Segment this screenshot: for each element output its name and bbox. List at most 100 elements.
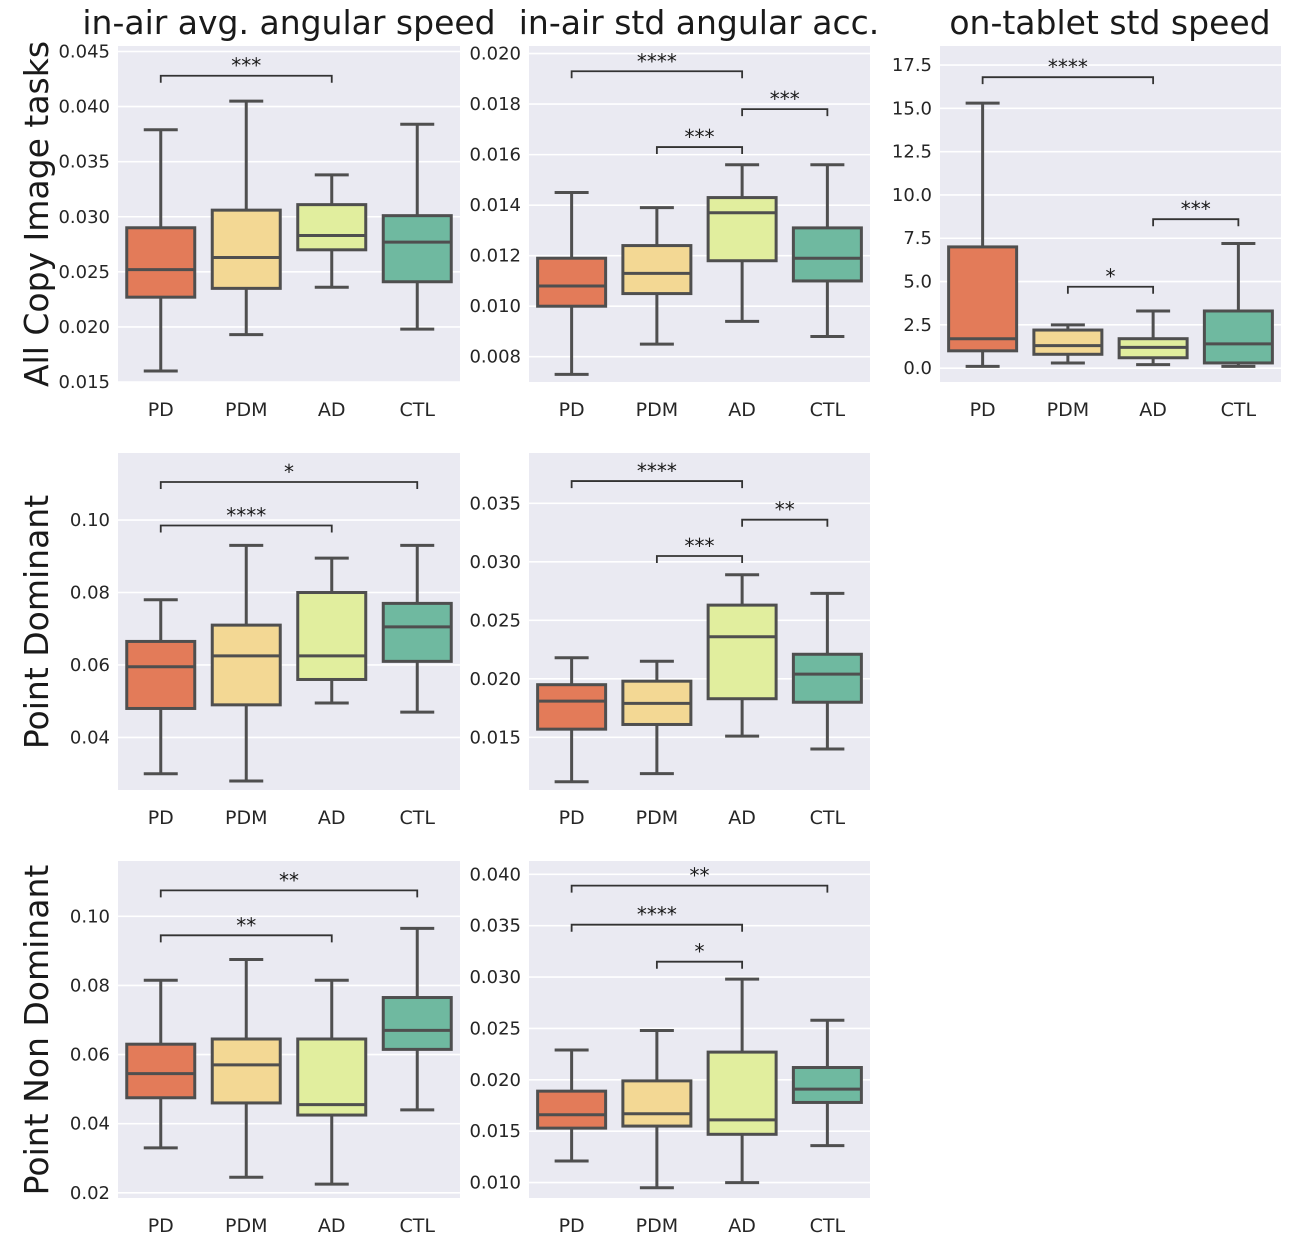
x-tick-label: AD — [728, 399, 756, 421]
bracket-line — [1066, 285, 1155, 294]
x-tick-label: PD — [559, 1215, 585, 1237]
bracket-line — [159, 74, 333, 83]
y-tick-label: 0.012 — [469, 246, 521, 267]
y-tick-label: 0.014 — [469, 195, 521, 216]
iqr-box — [296, 1037, 368, 1117]
bracket-line — [741, 518, 829, 527]
bracket-line — [570, 70, 744, 79]
iqr-box — [1032, 328, 1104, 356]
iqr-box — [791, 652, 863, 704]
bracket-line — [741, 108, 829, 117]
iqr-box — [210, 208, 282, 290]
iqr-box — [947, 245, 1019, 353]
x-tick-label: CTL — [810, 1215, 846, 1237]
iqr-box — [381, 601, 453, 663]
y-tick-label: 0.020 — [469, 1070, 521, 1091]
y-tick-label: 0.08 — [70, 583, 110, 604]
box-pd — [536, 1048, 608, 1163]
y-tick-label: 0.045 — [58, 42, 110, 63]
y-tick-label: 0.10 — [70, 510, 110, 531]
significance-label: *** — [1181, 197, 1211, 221]
plot-background — [529, 46, 870, 382]
bracket-line — [159, 524, 333, 533]
box-pd — [536, 656, 608, 784]
box-ctl — [381, 926, 453, 1112]
x-tick-label: PD — [148, 1215, 174, 1237]
significance-label: **** — [1048, 55, 1088, 79]
box-ctl — [381, 122, 453, 331]
iqr-box — [125, 226, 197, 299]
significance-label: *** — [685, 534, 715, 558]
box-pdm — [621, 206, 693, 346]
box-pd — [536, 191, 608, 376]
x-tick-label: PDM — [225, 807, 267, 829]
bracket-line — [1152, 218, 1240, 227]
significance-label: **** — [637, 903, 677, 927]
bracket-line — [570, 923, 744, 932]
x-tick-label: CTL — [400, 1215, 436, 1237]
iqr-box — [296, 203, 368, 252]
x-tick-label: CTL — [400, 399, 436, 421]
y-tick-label: 0.040 — [469, 864, 521, 885]
y-tick-label: 0.020 — [58, 317, 110, 338]
x-tick-label: AD — [318, 1215, 346, 1237]
y-tick-label: 0.025 — [469, 610, 521, 631]
iqr-box — [381, 996, 453, 1051]
box-pdm — [210, 99, 282, 337]
x-tick-label: PD — [148, 399, 174, 421]
row-label-nondominant: Point Non Dominant — [17, 865, 56, 1196]
iqr-box — [706, 603, 778, 701]
y-tick-label: 0.015 — [58, 372, 110, 393]
x-tick-label: AD — [728, 807, 756, 829]
y-tick-label: 0.020 — [469, 44, 521, 65]
y-tick-label: 0.06 — [70, 1045, 110, 1066]
iqr-box — [381, 214, 453, 284]
significance-bracket: *** — [1152, 197, 1240, 227]
box-pd — [947, 101, 1019, 368]
y-tick-label: 0.015 — [469, 1121, 521, 1142]
column-title-tabspeed: on-tablet std speed — [949, 3, 1270, 42]
box-ad — [296, 978, 368, 1186]
significance-bracket: ** — [159, 868, 419, 898]
significance-label: * — [1106, 265, 1116, 289]
significance-bracket: **** — [159, 503, 333, 533]
significance-bracket: *** — [159, 54, 333, 83]
box-pdm — [621, 1029, 693, 1190]
significance-bracket: ** — [570, 864, 829, 893]
x-tick-label: AD — [728, 1215, 756, 1237]
x-tick-label: CTL — [810, 807, 846, 829]
bracket-line — [655, 146, 744, 155]
y-tick-label: 0.10 — [70, 906, 110, 927]
significance-bracket: **** — [981, 55, 1155, 85]
panel-nondom-airspeed: 0.02 0.04 0.06 0.08 0.10 PD PDM AD CTL ** ** — [70, 861, 460, 1237]
box-ad — [1117, 309, 1189, 367]
bracket-line — [981, 76, 1155, 85]
row-labels: All Copy Image tasks Point Dominant Poin… — [17, 41, 56, 1195]
y-tick-label: 15.0 — [892, 98, 932, 119]
box-ctl — [791, 591, 863, 751]
y-tick-label: 0.02 — [70, 1183, 110, 1204]
plot-background — [118, 46, 460, 382]
box-ad — [296, 173, 368, 289]
significance-bracket: ** — [741, 498, 829, 527]
bracket-line — [655, 555, 744, 563]
iqr-box — [706, 1050, 778, 1136]
significance-bracket: *** — [655, 125, 744, 155]
box-ctl — [791, 1018, 863, 1148]
x-tick-label: PDM — [1047, 399, 1089, 421]
y-tick-label: 0.010 — [469, 1173, 521, 1194]
bracket-line — [570, 884, 829, 893]
y-tick-label: 7.5 — [903, 228, 932, 249]
iqr-box — [706, 196, 778, 263]
box-ctl — [791, 163, 863, 339]
significance-bracket: * — [159, 460, 419, 489]
iqr-box — [210, 623, 282, 707]
panel-copy-airacc: 0.008 0.010 0.012 0.014 0.016 0.018 0.020 PD PDM… — [469, 44, 870, 421]
significance-label: ** — [279, 868, 299, 892]
iqr-box — [1202, 309, 1274, 365]
box-ad — [706, 573, 778, 738]
panel-copy-tabspeed: 0.02.55.07.510.012.515.017.5PD PDM AD CTL**… — [892, 46, 1281, 421]
significance-bracket: **** — [570, 49, 744, 79]
